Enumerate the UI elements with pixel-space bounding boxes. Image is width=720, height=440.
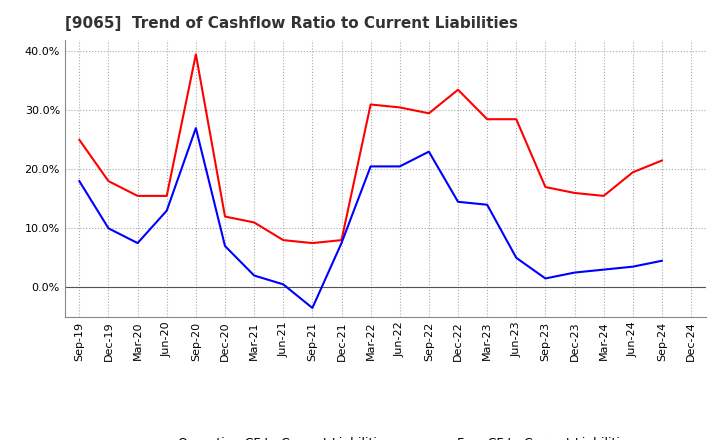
Free CF to Current Liabilities — [366, 164, 375, 169]
Line: Operating CF to Current Liabilities: Operating CF to Current Liabilities — [79, 55, 662, 243]
Operating CF to Current Liabilities — [163, 193, 171, 198]
Free CF to Current Liabilities — [308, 305, 317, 311]
Operating CF to Current Liabilities — [133, 193, 142, 198]
Legend: Operating CF to Current Liabilities, Free CF to Current Liabilities: Operating CF to Current Liabilities, Fre… — [131, 432, 639, 440]
Operating CF to Current Liabilities — [279, 238, 287, 243]
Free CF to Current Liabilities — [599, 267, 608, 272]
Operating CF to Current Liabilities — [75, 137, 84, 143]
Free CF to Current Liabilities — [75, 179, 84, 184]
Free CF to Current Liabilities — [104, 226, 113, 231]
Operating CF to Current Liabilities — [657, 158, 666, 163]
Free CF to Current Liabilities — [250, 273, 258, 278]
Operating CF to Current Liabilities — [599, 193, 608, 198]
Free CF to Current Liabilities — [454, 199, 462, 205]
Free CF to Current Liabilities — [541, 276, 550, 281]
Free CF to Current Liabilities — [512, 255, 521, 260]
Free CF to Current Liabilities — [425, 149, 433, 154]
Free CF to Current Liabilities — [192, 125, 200, 131]
Free CF to Current Liabilities — [395, 164, 404, 169]
Operating CF to Current Liabilities — [192, 52, 200, 57]
Operating CF to Current Liabilities — [483, 117, 492, 122]
Operating CF to Current Liabilities — [308, 240, 317, 246]
Free CF to Current Liabilities — [570, 270, 579, 275]
Operating CF to Current Liabilities — [395, 105, 404, 110]
Free CF to Current Liabilities — [657, 258, 666, 264]
Operating CF to Current Liabilities — [220, 214, 229, 219]
Operating CF to Current Liabilities — [454, 87, 462, 92]
Operating CF to Current Liabilities — [337, 238, 346, 243]
Text: [9065]  Trend of Cashflow Ratio to Current Liabilities: [9065] Trend of Cashflow Ratio to Curren… — [65, 16, 518, 32]
Free CF to Current Liabilities — [163, 208, 171, 213]
Operating CF to Current Liabilities — [629, 170, 637, 175]
Line: Free CF to Current Liabilities: Free CF to Current Liabilities — [79, 128, 662, 308]
Operating CF to Current Liabilities — [541, 184, 550, 190]
Operating CF to Current Liabilities — [366, 102, 375, 107]
Free CF to Current Liabilities — [337, 240, 346, 246]
Operating CF to Current Liabilities — [104, 179, 113, 184]
Operating CF to Current Liabilities — [570, 191, 579, 196]
Free CF to Current Liabilities — [483, 202, 492, 207]
Operating CF to Current Liabilities — [512, 117, 521, 122]
Operating CF to Current Liabilities — [425, 111, 433, 116]
Operating CF to Current Liabilities — [250, 220, 258, 225]
Free CF to Current Liabilities — [220, 243, 229, 249]
Free CF to Current Liabilities — [133, 240, 142, 246]
Free CF to Current Liabilities — [279, 282, 287, 287]
Free CF to Current Liabilities — [629, 264, 637, 269]
